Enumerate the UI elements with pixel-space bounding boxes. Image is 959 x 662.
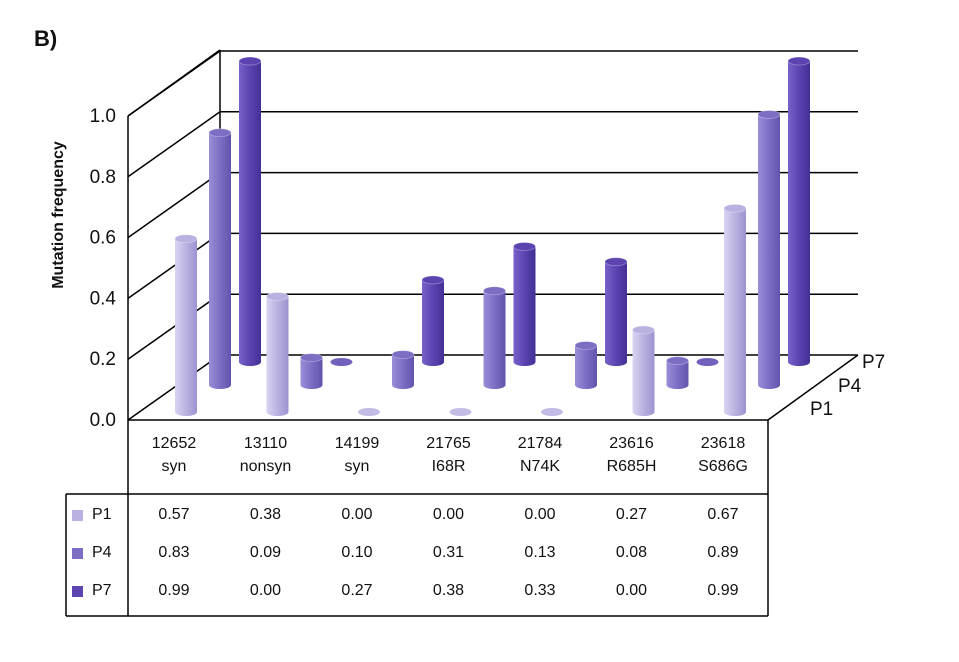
floor-left-edge bbox=[127, 354, 221, 421]
y-tick-label: 0.0 bbox=[90, 410, 116, 431]
bar-P4-23618 bbox=[757, 110, 781, 389]
depth-label-P1: P1 bbox=[810, 399, 833, 420]
bar-P7-14199 bbox=[421, 275, 445, 366]
table-cell: 0.38 bbox=[249, 506, 282, 523]
category-id: 13110 bbox=[243, 435, 288, 452]
bar-P1-12652 bbox=[174, 234, 198, 416]
category-label: 14199 syn bbox=[309, 432, 405, 478]
legend-swatch-P4 bbox=[72, 548, 83, 559]
bar-P1-21784 bbox=[541, 408, 563, 416]
bar-P4-14199 bbox=[391, 350, 415, 389]
category-id: 23618 bbox=[700, 435, 746, 452]
gridline-left-wall bbox=[127, 111, 221, 178]
category-type: R685H bbox=[606, 458, 657, 475]
legend-label-P7: P7 bbox=[92, 582, 112, 599]
bar-P1-23616 bbox=[632, 325, 655, 416]
depth-label-P7: P7 bbox=[862, 352, 885, 373]
legend-label-P4: P4 bbox=[92, 544, 112, 561]
bar-P1-13110 bbox=[266, 292, 289, 416]
bar-P7-21765 bbox=[513, 242, 536, 366]
y-tick-label: 0.8 bbox=[90, 167, 116, 188]
gridline-left-wall bbox=[127, 293, 221, 360]
bar-P1-21765 bbox=[449, 408, 472, 416]
table-cell: 0.27 bbox=[341, 582, 373, 599]
table-cell: 0.00 bbox=[432, 506, 465, 523]
category-label: 21784 N74K bbox=[492, 432, 588, 478]
category-id: 14199 bbox=[334, 435, 380, 452]
bar-P7-23616 bbox=[696, 358, 719, 366]
category-label: 13110 nonsyn bbox=[218, 432, 314, 478]
gridline-left-wall bbox=[127, 171, 221, 239]
category-id: 23616 bbox=[609, 435, 654, 452]
category-type: nonsyn bbox=[239, 458, 292, 475]
category-type: syn bbox=[161, 458, 187, 475]
table-cell: 0.13 bbox=[524, 544, 556, 561]
table-cell: 0.99 bbox=[707, 582, 739, 599]
category-label: 12652 syn bbox=[126, 432, 222, 478]
category-type: N74K bbox=[519, 458, 561, 475]
category-id: 12652 bbox=[151, 435, 197, 452]
bar-P4-12652 bbox=[208, 128, 232, 389]
y-tick-labels: 0.0 0.2 0.4 0.6 0.8 1.0 bbox=[90, 106, 117, 431]
panel-label: B) bbox=[34, 26, 58, 51]
y-axis-label: Mutation frequency bbox=[50, 141, 67, 289]
y-tick-label: 0.6 bbox=[90, 228, 116, 249]
gridlines bbox=[127, 50, 858, 360]
table-cell: 0.09 bbox=[249, 544, 282, 561]
table-cell: 0.89 bbox=[707, 544, 739, 561]
table-cell: 0.99 bbox=[158, 582, 190, 599]
bar-P7-21784 bbox=[604, 257, 628, 366]
bar-P1-23618 bbox=[723, 203, 747, 416]
table-cell: 0.08 bbox=[615, 544, 648, 561]
bar-P1-14199 bbox=[358, 408, 380, 416]
gridline-left-wall bbox=[127, 232, 221, 300]
category-id: 21765 bbox=[426, 435, 471, 452]
table-cell: 0.00 bbox=[249, 582, 282, 599]
category-type: S686G bbox=[698, 458, 748, 475]
category-id: 21784 bbox=[517, 435, 563, 452]
bar-P7-12652 bbox=[238, 56, 262, 366]
table-cell: 0.38 bbox=[432, 582, 465, 599]
table-cell: 0.67 bbox=[707, 506, 739, 523]
category-label: 23616 R685H bbox=[584, 432, 680, 478]
category-label: 23618 S686G bbox=[675, 432, 771, 478]
floor-right-edge bbox=[767, 354, 859, 421]
bar-P4-21784 bbox=[574, 341, 598, 389]
bar-P4-21765 bbox=[483, 286, 506, 389]
table-cell: 0.57 bbox=[158, 506, 190, 523]
table-cell: 0.00 bbox=[524, 506, 556, 523]
legend-label-P1: P1 bbox=[92, 506, 112, 523]
bar-P7-13110 bbox=[330, 358, 353, 366]
legend-swatch-P1 bbox=[72, 510, 83, 521]
bars bbox=[174, 56, 811, 416]
legend-swatch-P7 bbox=[72, 586, 83, 597]
table-cell: 0.10 bbox=[341, 544, 373, 561]
bar-P4-23616 bbox=[666, 356, 689, 389]
category-label: 21765 I68R bbox=[401, 432, 497, 478]
category-type: I68R bbox=[431, 458, 466, 475]
y-tick-label: 1.0 bbox=[90, 106, 116, 127]
table-cell: 0.31 bbox=[432, 544, 465, 561]
gridline-left-wall bbox=[127, 50, 221, 117]
table-cell: 0.83 bbox=[158, 544, 190, 561]
y-tick-label: 0.2 bbox=[90, 349, 116, 370]
table-cell: 0.00 bbox=[615, 582, 648, 599]
data-table-grid bbox=[65, 420, 769, 617]
bar-P4-13110 bbox=[300, 353, 323, 389]
table-cell: 0.33 bbox=[524, 582, 556, 599]
y-tick-label: 0.4 bbox=[90, 288, 117, 309]
depth-label-P4: P4 bbox=[838, 376, 862, 397]
category-type: syn bbox=[344, 458, 370, 475]
table-cell: 0.00 bbox=[341, 506, 373, 523]
bar-P7-23618 bbox=[787, 56, 811, 366]
table-cell: 0.27 bbox=[615, 506, 648, 523]
